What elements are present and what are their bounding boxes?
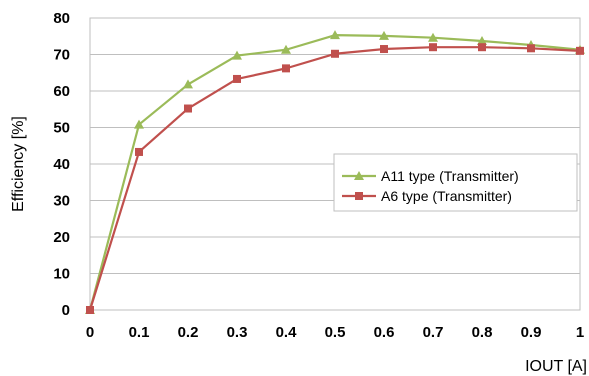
y-tick-label: 40	[53, 156, 70, 173]
data-point	[527, 44, 535, 53]
y-tick-label: 0	[62, 302, 70, 319]
data-point	[380, 45, 388, 54]
legend-marker	[354, 171, 364, 180]
x-tick-label: 1	[576, 324, 584, 341]
data-point	[134, 119, 144, 129]
x-tick-label: 0.9	[521, 324, 542, 341]
legend-label: A6 type (Transmitter)	[381, 188, 512, 204]
x-tick-label: 0.3	[227, 324, 248, 341]
x-axis-title: IOUT [A]	[525, 358, 587, 375]
data-point	[281, 44, 291, 54]
legend-box	[333, 153, 578, 212]
legend: A11 type (Transmitter) A6 type (Transmitt…	[333, 153, 578, 212]
data-point	[233, 74, 241, 83]
x-tick-label: 0.5	[325, 324, 346, 341]
data-point	[330, 30, 340, 40]
x-tick-label: 0.2	[178, 324, 199, 341]
y-tick-label: 30	[53, 193, 70, 210]
legend-entry: A6 type (Transmitter)	[342, 188, 512, 204]
x-axis-ticks: 0 0.1 0.2 0.3 0.4 0.5 0.6 0.7 0.8 0.9 1	[86, 324, 584, 341]
y-tick-label: 60	[53, 83, 70, 100]
y-tick-label: 20	[53, 229, 70, 246]
data-point	[478, 43, 486, 52]
x-tick-label: 0.6	[374, 324, 395, 341]
x-tick-label: 0.7	[423, 324, 444, 341]
legend-marker	[355, 192, 363, 200]
data-point	[232, 50, 242, 60]
data-point	[428, 32, 438, 42]
y-axis-title: Efficiency [%]	[10, 116, 27, 212]
y-tick-label: 50	[53, 120, 70, 137]
series-2	[86, 43, 584, 314]
x-tick-label: 0	[86, 324, 94, 341]
y-axis-ticks: 0 10 20 30 40 50 60 70 80	[53, 10, 70, 319]
data-point	[379, 30, 389, 40]
legend-entry: A11 type (Transmitter)	[342, 168, 519, 184]
data-point	[477, 35, 487, 45]
data-point	[429, 43, 437, 52]
x-tick-label: 0.1	[129, 324, 150, 341]
x-tick-label: 0.4	[276, 324, 298, 341]
data-point	[331, 49, 339, 58]
data-point	[135, 147, 143, 156]
data-point	[86, 306, 94, 314]
y-tick-label: 10	[53, 266, 70, 283]
data-point	[576, 46, 584, 55]
gridlines	[90, 54, 580, 274]
x-tick-label: 0.8	[472, 324, 493, 341]
legend-label: A11 type (Transmitter)	[381, 168, 519, 184]
y-tick-label: 70	[53, 47, 70, 64]
data-point	[184, 104, 192, 113]
data-point	[183, 79, 193, 89]
y-tick-label: 80	[53, 10, 70, 27]
series-layer	[85, 30, 585, 314]
data-point	[282, 64, 290, 73]
